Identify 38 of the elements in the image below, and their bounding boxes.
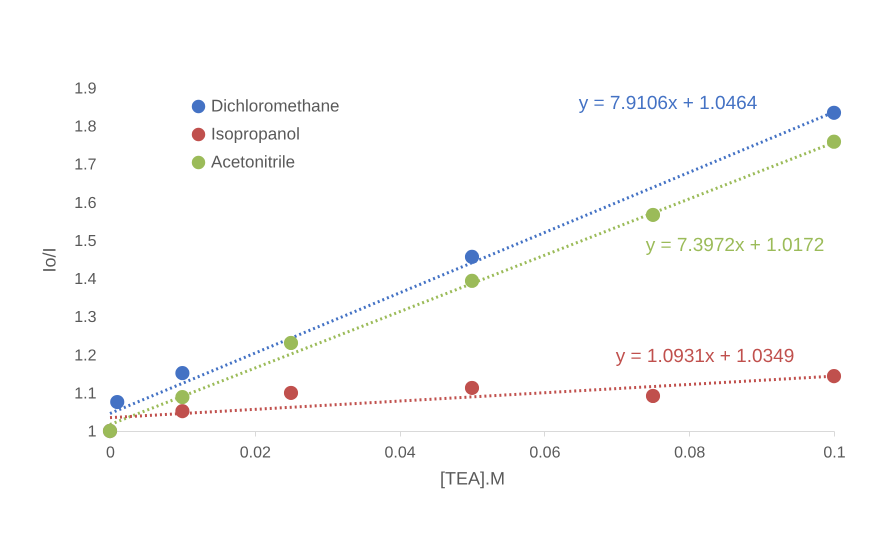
annotation: y = 1.0931x + 1.0349 [616,346,794,367]
point [826,134,842,149]
x-axis-title: [TEA].M [440,468,506,488]
point [284,336,298,350]
y-tick-label: 1.2 [74,347,97,364]
y-tick-label: 1.3 [74,309,97,326]
y-tick-label: 1.5 [74,232,97,250]
point [175,390,190,404]
x-tick-label: 0 [106,444,116,462]
y-tick-label: 1.8 [74,118,97,136]
y-tick-label: 1 [88,424,97,440]
y-axis-title: Io/I [39,247,60,273]
legend-label: Dichloromethane [211,96,340,116]
x-tick-label: 0.1 [823,444,846,462]
point [826,369,842,384]
x-tick-label: 0.04 [384,444,416,462]
y-tick-label: 1.9 [74,80,97,98]
point [646,388,660,403]
y-tick-label: 1.1 [74,385,97,402]
point [464,250,480,264]
point [464,380,480,395]
x-tick-label: 0.08 [674,444,706,462]
y-tick-label: 1.4 [74,271,97,288]
point [826,106,842,120]
point [646,208,660,222]
point [284,386,298,400]
annotation: y = 7.3972x + 1.0172 [646,235,824,256]
annotation: y = 7.9106x + 1.0464 [578,93,758,114]
point [464,274,480,288]
point [175,366,190,380]
y-tick-label: 1.7 [74,156,97,174]
x-tick-label: 0.02 [240,444,271,462]
point [110,394,124,410]
x-tick-label: 0.06 [529,444,561,462]
legend-label: Isopropanol [211,124,300,144]
legend-label: Acetonitrile [211,152,296,172]
point [175,404,190,418]
y-tick-label: 1.6 [74,194,97,212]
